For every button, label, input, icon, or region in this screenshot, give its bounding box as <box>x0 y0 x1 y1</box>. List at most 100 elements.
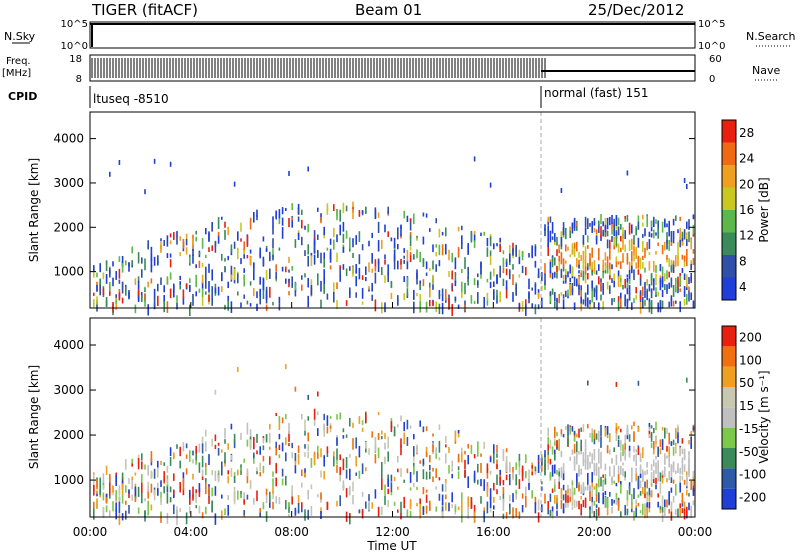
echo-mark <box>493 281 495 287</box>
echo-mark <box>560 429 563 435</box>
echo-mark <box>249 281 252 286</box>
echo-mark <box>125 458 127 470</box>
echo-mark <box>648 502 651 509</box>
echo-mark <box>650 425 653 429</box>
echo-mark <box>336 252 338 263</box>
echo-mark <box>587 457 589 464</box>
echo-mark <box>620 439 622 452</box>
echo-mark <box>246 471 249 484</box>
echo-mark <box>578 464 580 476</box>
echo-mark <box>480 232 482 237</box>
ytick-label: 3000 <box>53 176 84 190</box>
echo-mark <box>163 285 165 293</box>
echo-mark <box>441 511 444 519</box>
echo-mark <box>307 489 309 500</box>
echo-mark <box>611 228 613 235</box>
echo-mark <box>609 248 611 259</box>
echo-mark <box>352 481 354 492</box>
echo-mark <box>600 235 602 241</box>
echo-mark <box>227 504 229 516</box>
echo-mark <box>600 451 602 463</box>
echo-mark <box>432 433 434 437</box>
nave-label: Nave <box>752 64 780 77</box>
echo-mark <box>102 473 105 484</box>
echo-mark <box>166 235 169 247</box>
echo-mark <box>560 488 563 500</box>
echo-mark <box>387 488 389 495</box>
echo-mark <box>102 507 105 517</box>
echo-mark <box>635 287 637 294</box>
echo-mark <box>246 468 249 477</box>
echo-mark <box>320 448 322 458</box>
echo-mark <box>541 297 543 309</box>
echo-mark <box>631 251 633 262</box>
echo-mark <box>336 209 338 217</box>
echo-mark <box>591 247 593 258</box>
echo-mark <box>650 291 653 299</box>
echo-mark <box>556 236 558 246</box>
echo-mark <box>109 269 111 275</box>
colorbar-tick-label: 50 <box>739 376 754 390</box>
echo-mark <box>371 294 373 301</box>
echo-mark <box>169 288 172 299</box>
nsky-label: N.Sky <box>4 30 36 43</box>
echo-mark <box>166 484 169 493</box>
echo-mark <box>361 463 364 475</box>
echo-mark <box>259 446 261 455</box>
echo-mark <box>571 288 574 296</box>
echo-mark <box>365 501 367 509</box>
echo-mark <box>624 244 626 252</box>
echo-mark <box>600 436 602 448</box>
echo-mark <box>400 258 402 265</box>
echo-mark <box>451 504 453 509</box>
echo-mark <box>473 300 476 304</box>
echo-mark <box>422 458 425 465</box>
echo-mark <box>639 457 642 463</box>
echo-mark <box>644 281 646 291</box>
echo-mark <box>686 293 688 305</box>
echo-mark <box>591 453 593 464</box>
echo-mark <box>648 301 651 313</box>
echo-mark <box>256 303 258 312</box>
echo-mark <box>125 260 127 266</box>
echo-mark <box>166 512 169 524</box>
echo-mark <box>118 289 121 296</box>
echo-mark <box>470 230 473 243</box>
echo-mark <box>93 265 95 272</box>
echo-mark <box>147 282 149 288</box>
echo-mark <box>655 421 657 431</box>
echo-mark <box>243 510 245 516</box>
echo-mark <box>358 254 361 265</box>
echo-mark <box>243 499 245 505</box>
echo-mark <box>166 301 169 313</box>
echo-mark <box>675 483 677 496</box>
echo-mark <box>281 468 284 477</box>
echo-mark <box>163 486 165 494</box>
echo-mark <box>659 300 662 313</box>
echo-mark <box>595 289 598 301</box>
echo-mark <box>176 513 178 526</box>
echo-mark <box>589 452 591 457</box>
echo-mark <box>422 212 425 217</box>
echo-mark <box>141 257 143 264</box>
echo-mark <box>454 271 457 284</box>
echo-mark <box>352 422 354 428</box>
echo-mark <box>307 444 309 451</box>
echo-mark <box>600 476 602 487</box>
echo-mark <box>291 442 293 449</box>
echo-mark <box>365 441 367 449</box>
nsky-panel: N.Sky 10^5 10^0 10^5 10^0 N.Search <box>4 19 796 52</box>
echo-mark <box>448 271 450 277</box>
echo-mark <box>368 288 370 292</box>
echo-mark <box>377 447 380 459</box>
echo-mark <box>604 231 607 237</box>
echo-mark <box>549 509 552 517</box>
echo-mark <box>115 300 117 304</box>
echo-mark <box>544 493 546 504</box>
echo-mark <box>281 478 284 486</box>
echo-mark <box>593 429 596 440</box>
echo-mark <box>198 483 201 493</box>
echo-mark <box>109 495 111 499</box>
echo-mark <box>600 424 602 437</box>
echo-mark <box>189 278 191 284</box>
